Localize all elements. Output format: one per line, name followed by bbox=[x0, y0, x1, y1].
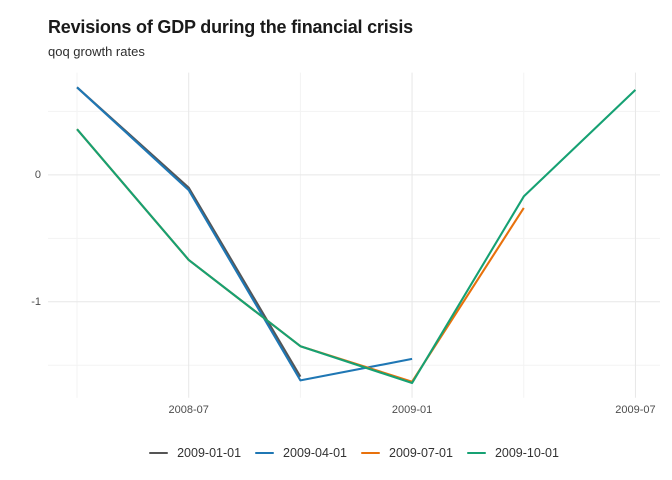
legend-label: 2009-01-01 bbox=[177, 446, 242, 460]
legend-label: 2009-04-01 bbox=[283, 446, 347, 460]
legend-line-swatch bbox=[361, 451, 380, 455]
x-tick-label: 2009-07 bbox=[615, 404, 656, 416]
x-tick-label: 2008-07 bbox=[168, 404, 209, 416]
legend-item-2009-07-01: 2009-07-01 bbox=[361, 446, 453, 460]
series-line-2009-10-01 bbox=[76, 89, 637, 385]
legend-item-2009-04-01: 2009-04-01 bbox=[255, 446, 347, 460]
legend-item-2009-01-01: 2009-01-01 bbox=[149, 446, 241, 460]
chart-subtitle: qoq growth rates bbox=[48, 44, 145, 59]
legend-line-swatch bbox=[149, 451, 169, 455]
legend-item-2009-10-01: 2009-10-01 bbox=[466, 446, 559, 460]
series-line-2009-04-01 bbox=[76, 86, 413, 382]
y-tick-label: -1 bbox=[31, 295, 41, 308]
legend-line-swatch bbox=[466, 451, 486, 455]
chart-legend: 2009-01-01 2009-04-01 2009-07-01 2009-10-01 bbox=[48, 444, 660, 462]
x-tick-label: 2009-01 bbox=[391, 404, 433, 416]
legend-line-swatch bbox=[255, 451, 275, 455]
legend-label: 2009-07-01 bbox=[389, 446, 453, 460]
y-tick-label: 0 bbox=[34, 168, 41, 181]
chart-title: Revisions of GDP during the financial cr… bbox=[48, 17, 413, 37]
legend-label: 2009-10-01 bbox=[494, 446, 559, 460]
